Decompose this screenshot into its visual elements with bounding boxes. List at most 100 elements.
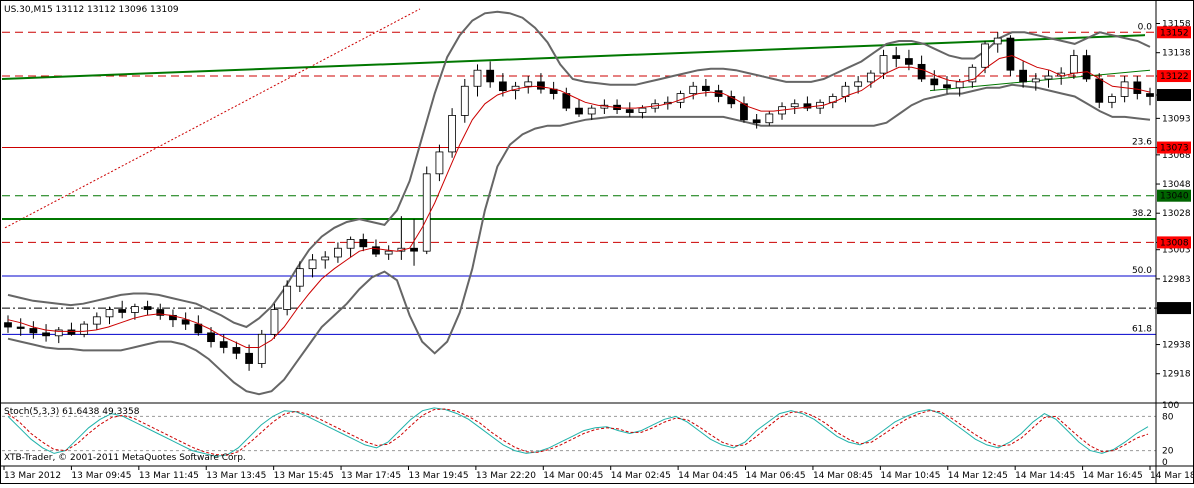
candle-body bbox=[181, 319, 190, 325]
candle-body bbox=[625, 109, 634, 113]
time-tick-label: 13 Mar 11:45 bbox=[139, 471, 199, 481]
time-tick-label: 13 Mar 13:45 bbox=[206, 471, 266, 481]
time-tick-label: 13 Mar 19:45 bbox=[408, 471, 468, 481]
price-tick-label: 13048 bbox=[1162, 180, 1191, 190]
candle-body bbox=[321, 256, 330, 261]
candle-body bbox=[42, 332, 50, 337]
price-tick-label: 12938 bbox=[1162, 341, 1191, 351]
candle-body bbox=[460, 85, 469, 116]
candle-body bbox=[562, 93, 571, 109]
candle-body bbox=[334, 247, 342, 258]
copyright-text: XTB-Trader, © 2001-2011 MetaQuotes Softw… bbox=[4, 453, 246, 463]
candle-body bbox=[143, 306, 152, 310]
time-tick-label: 13 Mar 22:20 bbox=[476, 471, 536, 481]
candle-body bbox=[701, 85, 710, 92]
candle-body bbox=[689, 85, 698, 94]
candle-body bbox=[1146, 93, 1154, 97]
price-tick-label: 13068 bbox=[1162, 151, 1191, 161]
candle-body bbox=[803, 103, 812, 109]
candle-body bbox=[765, 113, 774, 124]
candle-body bbox=[448, 115, 457, 153]
price-label-box bbox=[1157, 189, 1191, 202]
fibonacci-level-label: 0.0 bbox=[1138, 22, 1153, 32]
candle-body bbox=[245, 352, 253, 364]
price-label-box bbox=[1157, 26, 1191, 39]
candle-body bbox=[1095, 78, 1104, 103]
candle-body bbox=[16, 326, 25, 329]
price-label-text: 13008 bbox=[1160, 238, 1189, 248]
candle-body bbox=[207, 332, 215, 343]
candle-body bbox=[727, 96, 736, 105]
price-label-box bbox=[1157, 302, 1191, 315]
price-tick-label: 13028 bbox=[1162, 209, 1191, 219]
candle-body bbox=[752, 119, 761, 124]
candle-body bbox=[130, 306, 139, 313]
candle-body bbox=[1069, 55, 1078, 74]
candle-body bbox=[1082, 55, 1091, 80]
price-tick-label: 13158 bbox=[1162, 20, 1191, 30]
stochastic-tick-label: 100 bbox=[1162, 401, 1179, 411]
candle-body bbox=[740, 103, 748, 121]
price-tick-label: 12983 bbox=[1162, 275, 1191, 285]
candle-body bbox=[194, 323, 203, 334]
main-price-panel: 0.0 23.6 38.2 50.0 61.8 bbox=[0, 8, 1194, 404]
candle-body bbox=[270, 309, 279, 335]
candle-body bbox=[422, 173, 431, 252]
candle-body bbox=[676, 93, 685, 103]
price-tick-label: 12918 bbox=[1162, 370, 1191, 380]
candle-body bbox=[486, 69, 495, 83]
candle-body bbox=[219, 341, 228, 348]
candle-body bbox=[105, 309, 114, 318]
time-tick-label: 13 Mar 2012 bbox=[4, 471, 61, 481]
time-tick-label: 13 Mar 09:45 bbox=[71, 471, 131, 481]
candle-body bbox=[346, 239, 355, 249]
stochastic-main-line bbox=[7, 407, 1149, 457]
time-tick-label: 14 Mar 06:45 bbox=[746, 471, 806, 481]
candle-body bbox=[1108, 96, 1116, 103]
candle-body bbox=[1120, 81, 1129, 97]
candle-body bbox=[435, 151, 444, 175]
price-label-box bbox=[1157, 236, 1191, 249]
price-label-box bbox=[1157, 89, 1191, 102]
candle-body bbox=[638, 107, 647, 113]
price-label-text: 13152 bbox=[1160, 28, 1189, 38]
candle-body bbox=[866, 72, 875, 83]
time-tick-label: 14 Mar 00:45 bbox=[543, 471, 603, 481]
stochastic-header: Stoch(5,3,3) 61.6438 49.3358 bbox=[4, 407, 140, 417]
chart-symbol-header: US.30,M15 13112 13112 13096 13109 bbox=[4, 5, 179, 15]
trend-line bbox=[1, 34, 1146, 80]
candle-body bbox=[1044, 75, 1053, 80]
stochastic-tick-label: 0 bbox=[1162, 458, 1168, 468]
candle-body bbox=[92, 316, 101, 325]
candle-body bbox=[930, 78, 939, 86]
time-tick-label: 14 Mar 18:45 bbox=[1150, 471, 1194, 481]
candle-body bbox=[524, 81, 533, 87]
price-label-text: 12963 bbox=[1160, 304, 1189, 314]
candle-body bbox=[790, 103, 799, 108]
time-axis: 13 Mar 2012 13 Mar 09:45 13 Mar 11:45 13 Ma… bbox=[0, 465, 1194, 481]
candle-body bbox=[968, 66, 977, 83]
moving-average-line bbox=[7, 55, 1151, 348]
time-tick-label: 13 Mar 17:45 bbox=[341, 471, 401, 481]
candle-body bbox=[295, 268, 304, 287]
price-label-text: 13040 bbox=[1160, 192, 1189, 202]
candle-body bbox=[981, 43, 989, 68]
candle-body bbox=[372, 246, 380, 255]
candle-body bbox=[118, 309, 127, 313]
time-tick-label: 14 Mar 16:45 bbox=[1083, 471, 1143, 481]
time-tick-label: 14 Mar 12:45 bbox=[948, 471, 1008, 481]
candle-body bbox=[473, 69, 482, 87]
candle-body bbox=[359, 239, 368, 248]
time-tick-label: 13 Mar 15:45 bbox=[274, 471, 334, 481]
candle-body bbox=[917, 63, 926, 80]
candle-body bbox=[575, 107, 583, 115]
stochastic-signal-line bbox=[7, 408, 1149, 456]
candle-body bbox=[905, 58, 913, 65]
candle-body bbox=[308, 259, 317, 270]
time-tick-label: 14 Mar 10:45 bbox=[880, 471, 940, 481]
stochastic-tick-label: 80 bbox=[1162, 412, 1174, 422]
candle-body bbox=[587, 107, 596, 115]
time-tick-label: 14 Mar 04:45 bbox=[678, 471, 738, 481]
